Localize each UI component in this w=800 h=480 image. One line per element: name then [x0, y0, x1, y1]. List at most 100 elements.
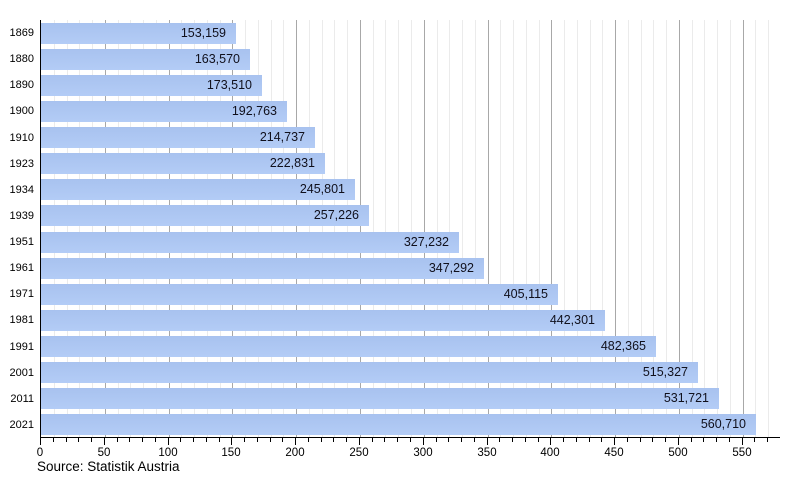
gridline-minor	[411, 20, 412, 437]
gridline-minor	[245, 20, 246, 437]
x-minor-tick	[53, 438, 54, 442]
x-tick-label-550: 550	[732, 447, 752, 459]
year-label-1951: 1951	[9, 236, 34, 248]
bar-1934: 245,801	[41, 179, 355, 200]
gridline-minor	[666, 20, 667, 437]
x-minor-tick	[436, 438, 437, 442]
bar-value-label: 442,301	[549, 313, 595, 327]
gridline-minor	[692, 20, 693, 437]
x-minor-tick	[474, 438, 475, 442]
x-minor-tick	[525, 438, 526, 442]
bar-value-label: 192,763	[231, 104, 277, 118]
x-minor-tick	[270, 438, 271, 442]
gridline-minor	[130, 20, 131, 437]
x-minor-tick	[754, 438, 755, 442]
x-tick-label-400: 400	[540, 447, 560, 459]
x-minor-tick	[410, 438, 411, 442]
year-label-1981: 1981	[9, 314, 34, 327]
bar-1951: 327,232	[41, 232, 459, 253]
x-minor-tick	[512, 438, 513, 442]
x-minor-tick	[640, 438, 641, 442]
x-minor-tick	[703, 438, 704, 442]
bar-value-label: 173,510	[206, 78, 252, 92]
bar-value-label: 214,737	[259, 130, 305, 144]
bar-value-label: 257,226	[313, 208, 359, 222]
x-major-tick	[359, 438, 360, 445]
x-tick-label-300: 300	[413, 447, 433, 459]
x-minor-tick	[244, 438, 245, 442]
bar-1971: 405,115	[41, 284, 558, 305]
gridline-minor	[54, 20, 55, 437]
gridline-major	[360, 20, 361, 437]
gridline-minor	[500, 20, 501, 437]
gridline-minor	[475, 20, 476, 437]
year-label-1923: 1923	[9, 157, 34, 170]
x-minor-tick	[206, 438, 207, 442]
x-minor-tick	[372, 438, 373, 442]
x-tick-label-450: 450	[604, 447, 624, 459]
year-label-1890: 1890	[9, 79, 34, 92]
x-major-tick	[742, 438, 743, 445]
year-label-1934: 1934	[9, 183, 34, 196]
bar-value-label: 222,831	[269, 156, 315, 170]
gridline-minor	[653, 20, 654, 437]
x-minor-tick	[461, 438, 462, 442]
bar-1923: 222,831	[41, 153, 325, 174]
x-major-tick	[40, 438, 41, 445]
x-tick-label-100: 100	[158, 447, 178, 459]
gridline-minor	[181, 20, 182, 437]
gridline-major	[169, 20, 170, 437]
x-minor-tick	[563, 438, 564, 442]
bar-value-label: 405,115	[503, 287, 548, 301]
gridline-minor	[143, 20, 144, 437]
x-major-tick	[678, 438, 679, 445]
year-label-1939: 1939	[9, 209, 34, 222]
x-minor-tick	[142, 438, 143, 442]
bar-1890: 173,510	[41, 75, 262, 96]
x-minor-tick	[282, 438, 283, 442]
bar-value-label: 515,327	[642, 365, 688, 379]
bar-value-label: 153,159	[180, 26, 226, 40]
year-label-1869: 1869	[9, 27, 34, 39]
bar-1939: 257,226	[41, 205, 369, 226]
x-minor-tick	[321, 438, 322, 442]
gridline-minor	[322, 20, 323, 437]
x-tick-label-0: 0	[36, 447, 44, 459]
gridline-minor	[373, 20, 374, 437]
bar-value-label: 531,721	[663, 391, 709, 405]
x-tick-label-150: 150	[221, 447, 241, 459]
gridline-major	[424, 20, 425, 437]
x-minor-tick	[117, 438, 118, 442]
gridline-major	[743, 20, 744, 437]
bar-value-label: 163,570	[194, 52, 240, 66]
gridline-minor	[717, 20, 718, 437]
bar-1961: 347,292	[41, 258, 484, 279]
gridline-minor	[156, 20, 157, 437]
gridline-minor	[220, 20, 221, 437]
bar-1900: 192,763	[41, 101, 287, 122]
bar-value-label: 327,232	[403, 235, 449, 249]
gridline-minor	[67, 20, 68, 437]
gridline-minor	[768, 20, 769, 437]
bar-1991: 482,365	[41, 336, 656, 357]
gridline-minor	[271, 20, 272, 437]
bar-value-label: 482,365	[600, 339, 646, 353]
x-minor-tick	[448, 438, 449, 442]
gridline-minor	[564, 20, 565, 437]
bar-2001: 515,327	[41, 362, 698, 383]
x-minor-tick	[155, 438, 156, 442]
bar-1910: 214,737	[41, 127, 315, 148]
year-label-2011: 2011	[10, 392, 34, 405]
gridline-minor	[628, 20, 629, 437]
gridline-minor	[730, 20, 731, 437]
gridline-minor	[437, 20, 438, 437]
x-minor-tick	[576, 438, 577, 442]
gridline-minor	[118, 20, 119, 437]
x-tick-label-200: 200	[285, 447, 305, 459]
gridline-major	[232, 20, 233, 437]
x-major-tick	[423, 438, 424, 445]
gridline-minor	[309, 20, 310, 437]
gridline-major	[679, 20, 680, 437]
x-tick-label-50: 50	[97, 447, 111, 459]
